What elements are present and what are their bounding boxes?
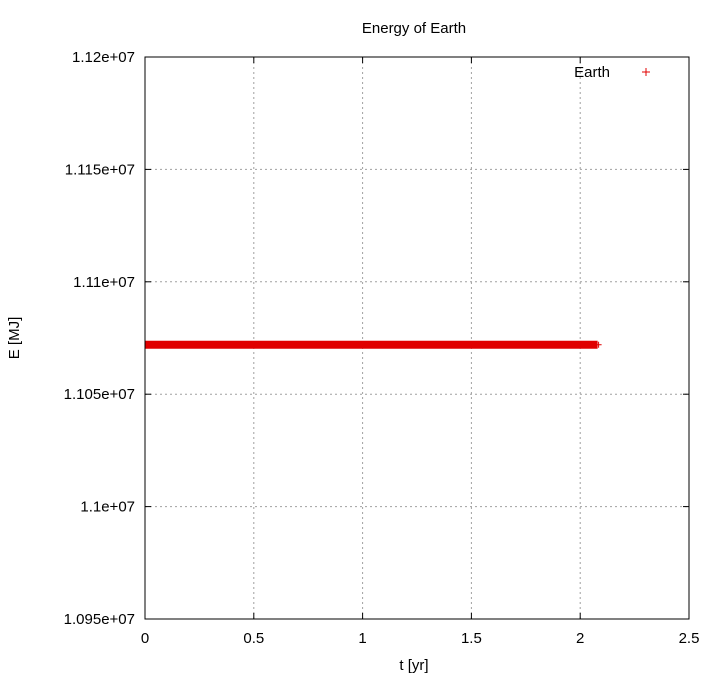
x-tick-label: 0 [141, 630, 149, 647]
plot-border [144, 56, 690, 620]
y-axis-label: E [MJ] [6, 317, 23, 360]
x-tick-label: 0.5 [243, 630, 264, 647]
chart-title: Energy of Earth [362, 20, 466, 37]
y-tick-label: 1.105e+07 [64, 386, 135, 403]
legend-marker-earth [642, 68, 650, 76]
x-axis-label: t [yr] [399, 657, 428, 674]
x-tick-label: 2.5 [679, 630, 700, 647]
x-tick-label: 1.5 [461, 630, 482, 647]
x-tick-label: 1 [358, 630, 366, 647]
y-tick-label: 1.115e+07 [65, 161, 135, 178]
axis-ticks [144, 56, 690, 620]
grid-lines [145, 57, 689, 619]
data-band [145, 340, 598, 349]
x-tick-labels: 0 0.5 1 1.5 2 2.5 [141, 630, 700, 647]
y-tick-label: 1.12e+07 [72, 49, 135, 66]
x-tick-label: 2 [576, 630, 584, 647]
y-tick-label: 1.11e+07 [73, 274, 135, 291]
y-tick-labels: 1.095e+07 1.1e+07 1.105e+07 1.11e+07 1.115e+… [64, 49, 135, 628]
y-tick-label: 1.095e+07 [64, 611, 135, 628]
legend-label-earth: Earth [574, 64, 610, 81]
plot-frame [144, 56, 690, 620]
legend: Earth [574, 64, 650, 81]
y-tick-label: 1.1e+07 [80, 499, 135, 516]
series-earth [145, 340, 602, 349]
